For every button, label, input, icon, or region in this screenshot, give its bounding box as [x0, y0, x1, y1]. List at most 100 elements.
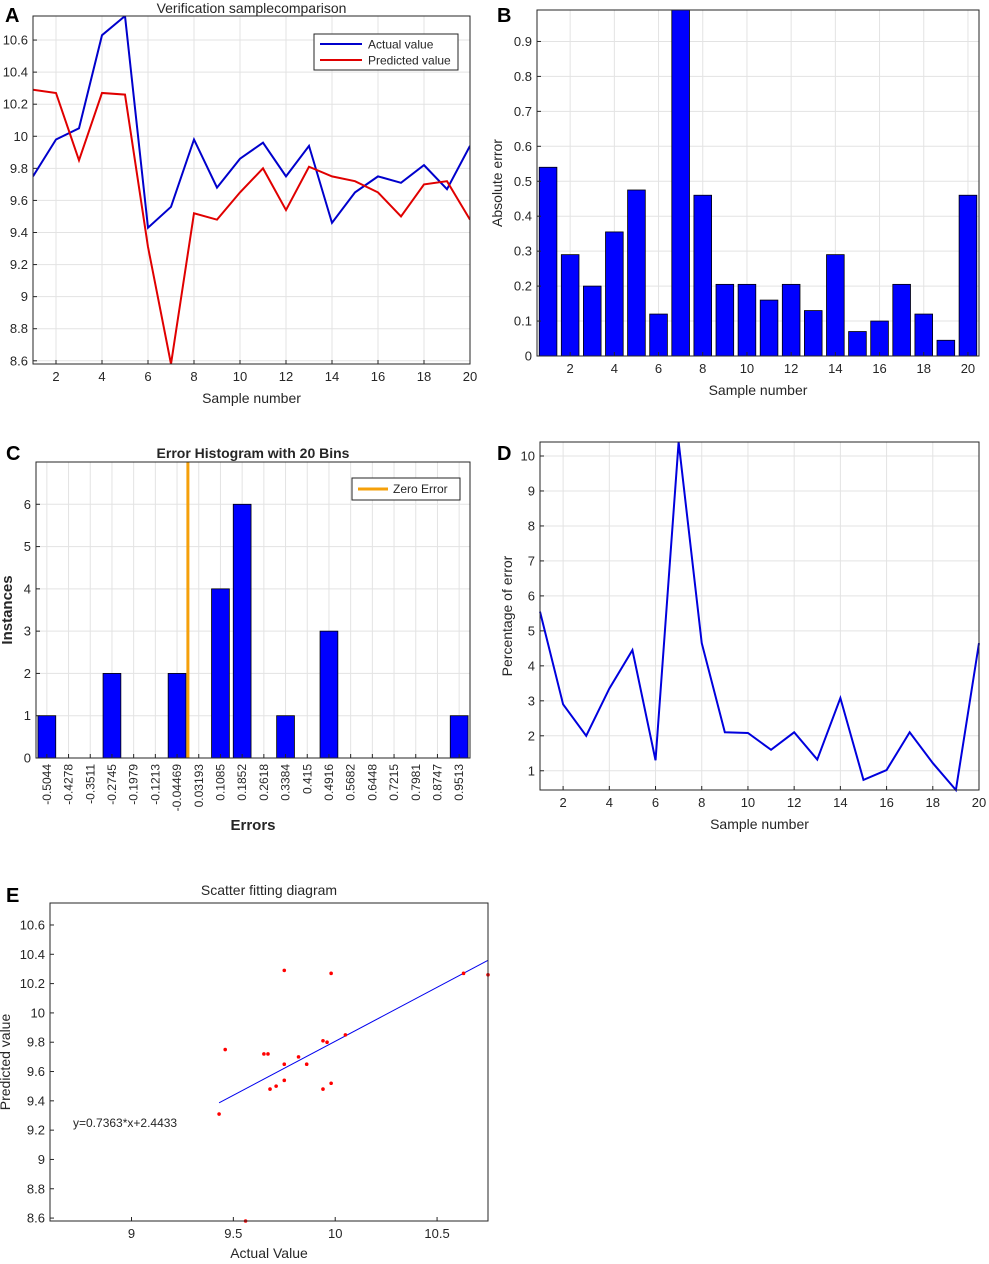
y-tick-label: 0.6: [514, 139, 532, 154]
x-tick-label: 10: [328, 1226, 342, 1241]
x-tick-label: -0.5044: [40, 764, 54, 805]
bar: [848, 331, 867, 356]
x-tick-label: 10: [741, 795, 755, 810]
x-tick-label: 2: [567, 361, 574, 376]
y-tick-label: 8.8: [10, 321, 28, 336]
y-tick-label: 0.4: [514, 209, 532, 224]
bar: [958, 194, 978, 356]
y-tick-label: 0.9: [514, 34, 532, 49]
y-tick-label: 8: [528, 518, 535, 533]
scatter-point: [282, 968, 287, 973]
x-tick-label: 6: [144, 369, 151, 384]
x-axis-label: Sample number: [710, 816, 809, 832]
y-tick-label: 9.8: [10, 161, 28, 176]
x-tick-label: -0.04469: [170, 764, 184, 812]
x-tick-label: 9: [128, 1226, 135, 1241]
panel-a-line-chart: 2 4 6 8 10 12 14 16 18 20 8.6 8.8 9 9.2 9.4 9.6 9.8 10 10.…: [3, 0, 478, 406]
bar: [671, 10, 690, 356]
y-tick-label: 8.6: [27, 1211, 45, 1226]
actual-value-line: [33, 16, 470, 230]
x-tick-label: -0.3511: [83, 764, 97, 804]
y-tick-label: 1: [24, 708, 31, 723]
y-tick-label: 0.2: [514, 279, 532, 294]
y-tick-label: 10.4: [3, 65, 28, 80]
x-tick-label: 10: [233, 369, 247, 384]
chart-title: Error Histogram with 20 Bins: [157, 445, 350, 461]
y-tick-label: 5: [24, 539, 31, 554]
panel-letter: E: [6, 885, 19, 907]
histogram-bar: [276, 715, 295, 759]
y-tick-label: 10.6: [20, 917, 45, 932]
bar: [826, 254, 845, 356]
x-tick-label: 20: [961, 361, 975, 376]
x-tick-label: 16: [371, 369, 385, 384]
y-tick-label: 5: [528, 623, 535, 638]
y-tick-label: 3: [528, 693, 535, 708]
x-tick-label: 6: [652, 795, 659, 810]
y-tick-label: 9.4: [10, 225, 28, 240]
panel-letter: B: [497, 5, 511, 27]
scatter-point: [343, 1033, 348, 1037]
y-tick-label: 10: [521, 448, 535, 463]
y-tick-label: 9.2: [27, 1123, 45, 1138]
y-tick-label: 9.6: [10, 193, 28, 208]
y-tick-label: 0.3: [514, 244, 532, 259]
scatter-point: [329, 1081, 333, 1086]
bar: [914, 313, 933, 356]
y-tick-label: 0.8: [514, 69, 532, 84]
panel-letter: C: [6, 443, 20, 465]
y-tick-label: 8.6: [10, 353, 28, 368]
histogram-bar: [211, 588, 230, 759]
bar: [605, 231, 624, 356]
y-tick-label: 2: [528, 728, 535, 743]
scatter-point: [304, 1062, 309, 1066]
legend-label: Actual value: [368, 38, 434, 52]
histogram-bar: [167, 673, 187, 759]
x-tick-label: 9.5: [224, 1226, 242, 1241]
y-tick-label: 9: [21, 289, 28, 304]
x-tick-label: 0.1085: [213, 764, 227, 801]
x-tick-label: 0.3384: [279, 764, 293, 801]
x-tick-label: 0.7215: [387, 764, 401, 801]
scatter-point: [268, 1087, 272, 1091]
plot-frame: [536, 9, 980, 357]
x-tick-label: 0.9513: [452, 764, 466, 801]
y-axis-label: Percentage of error: [499, 555, 515, 676]
histogram-bar: [449, 715, 469, 759]
x-tick-label: -0.2745: [105, 764, 119, 805]
y-tick-label: 0.1: [514, 314, 532, 329]
x-tick-label: 0.2618: [257, 764, 271, 801]
x-tick-label: 0.5682: [344, 764, 358, 801]
y-tick-label: 3: [24, 624, 31, 639]
x-tick-label: 18: [417, 369, 431, 384]
panel-letter: D: [497, 443, 511, 465]
x-tick-label: 0.8747: [430, 764, 444, 801]
x-tick-label: -0.1979: [127, 764, 141, 805]
y-tick-label: 0.5: [514, 174, 532, 189]
x-axis-label: Errors: [230, 817, 275, 834]
percentage-error-line: [539, 441, 980, 793]
legend-label: Zero Error: [393, 482, 448, 496]
y-tick-label: 9.8: [27, 1035, 45, 1050]
bar: [649, 313, 668, 356]
scatter-point: [262, 1052, 266, 1056]
scatter-point: [321, 1038, 325, 1043]
bar: [737, 283, 757, 356]
legend-label: Predicted value: [368, 54, 451, 68]
scatter-point: [217, 1112, 221, 1116]
legend-box: [313, 33, 459, 71]
panel-letter: A: [5, 5, 19, 27]
x-tick-label: 8: [190, 369, 197, 384]
bar: [759, 299, 779, 356]
scatter-point: [266, 1052, 270, 1056]
bar: [936, 339, 956, 356]
x-axis-label: Sample number: [709, 382, 808, 398]
bar: [560, 254, 580, 356]
scatter-point: [329, 971, 333, 976]
y-tick-label: 10.2: [20, 976, 45, 991]
y-tick-label: 0.7: [514, 104, 532, 119]
histogram-bar: [319, 630, 339, 759]
plot-frame: [35, 461, 471, 759]
y-tick-label: 0: [525, 349, 532, 364]
bar: [627, 189, 646, 356]
